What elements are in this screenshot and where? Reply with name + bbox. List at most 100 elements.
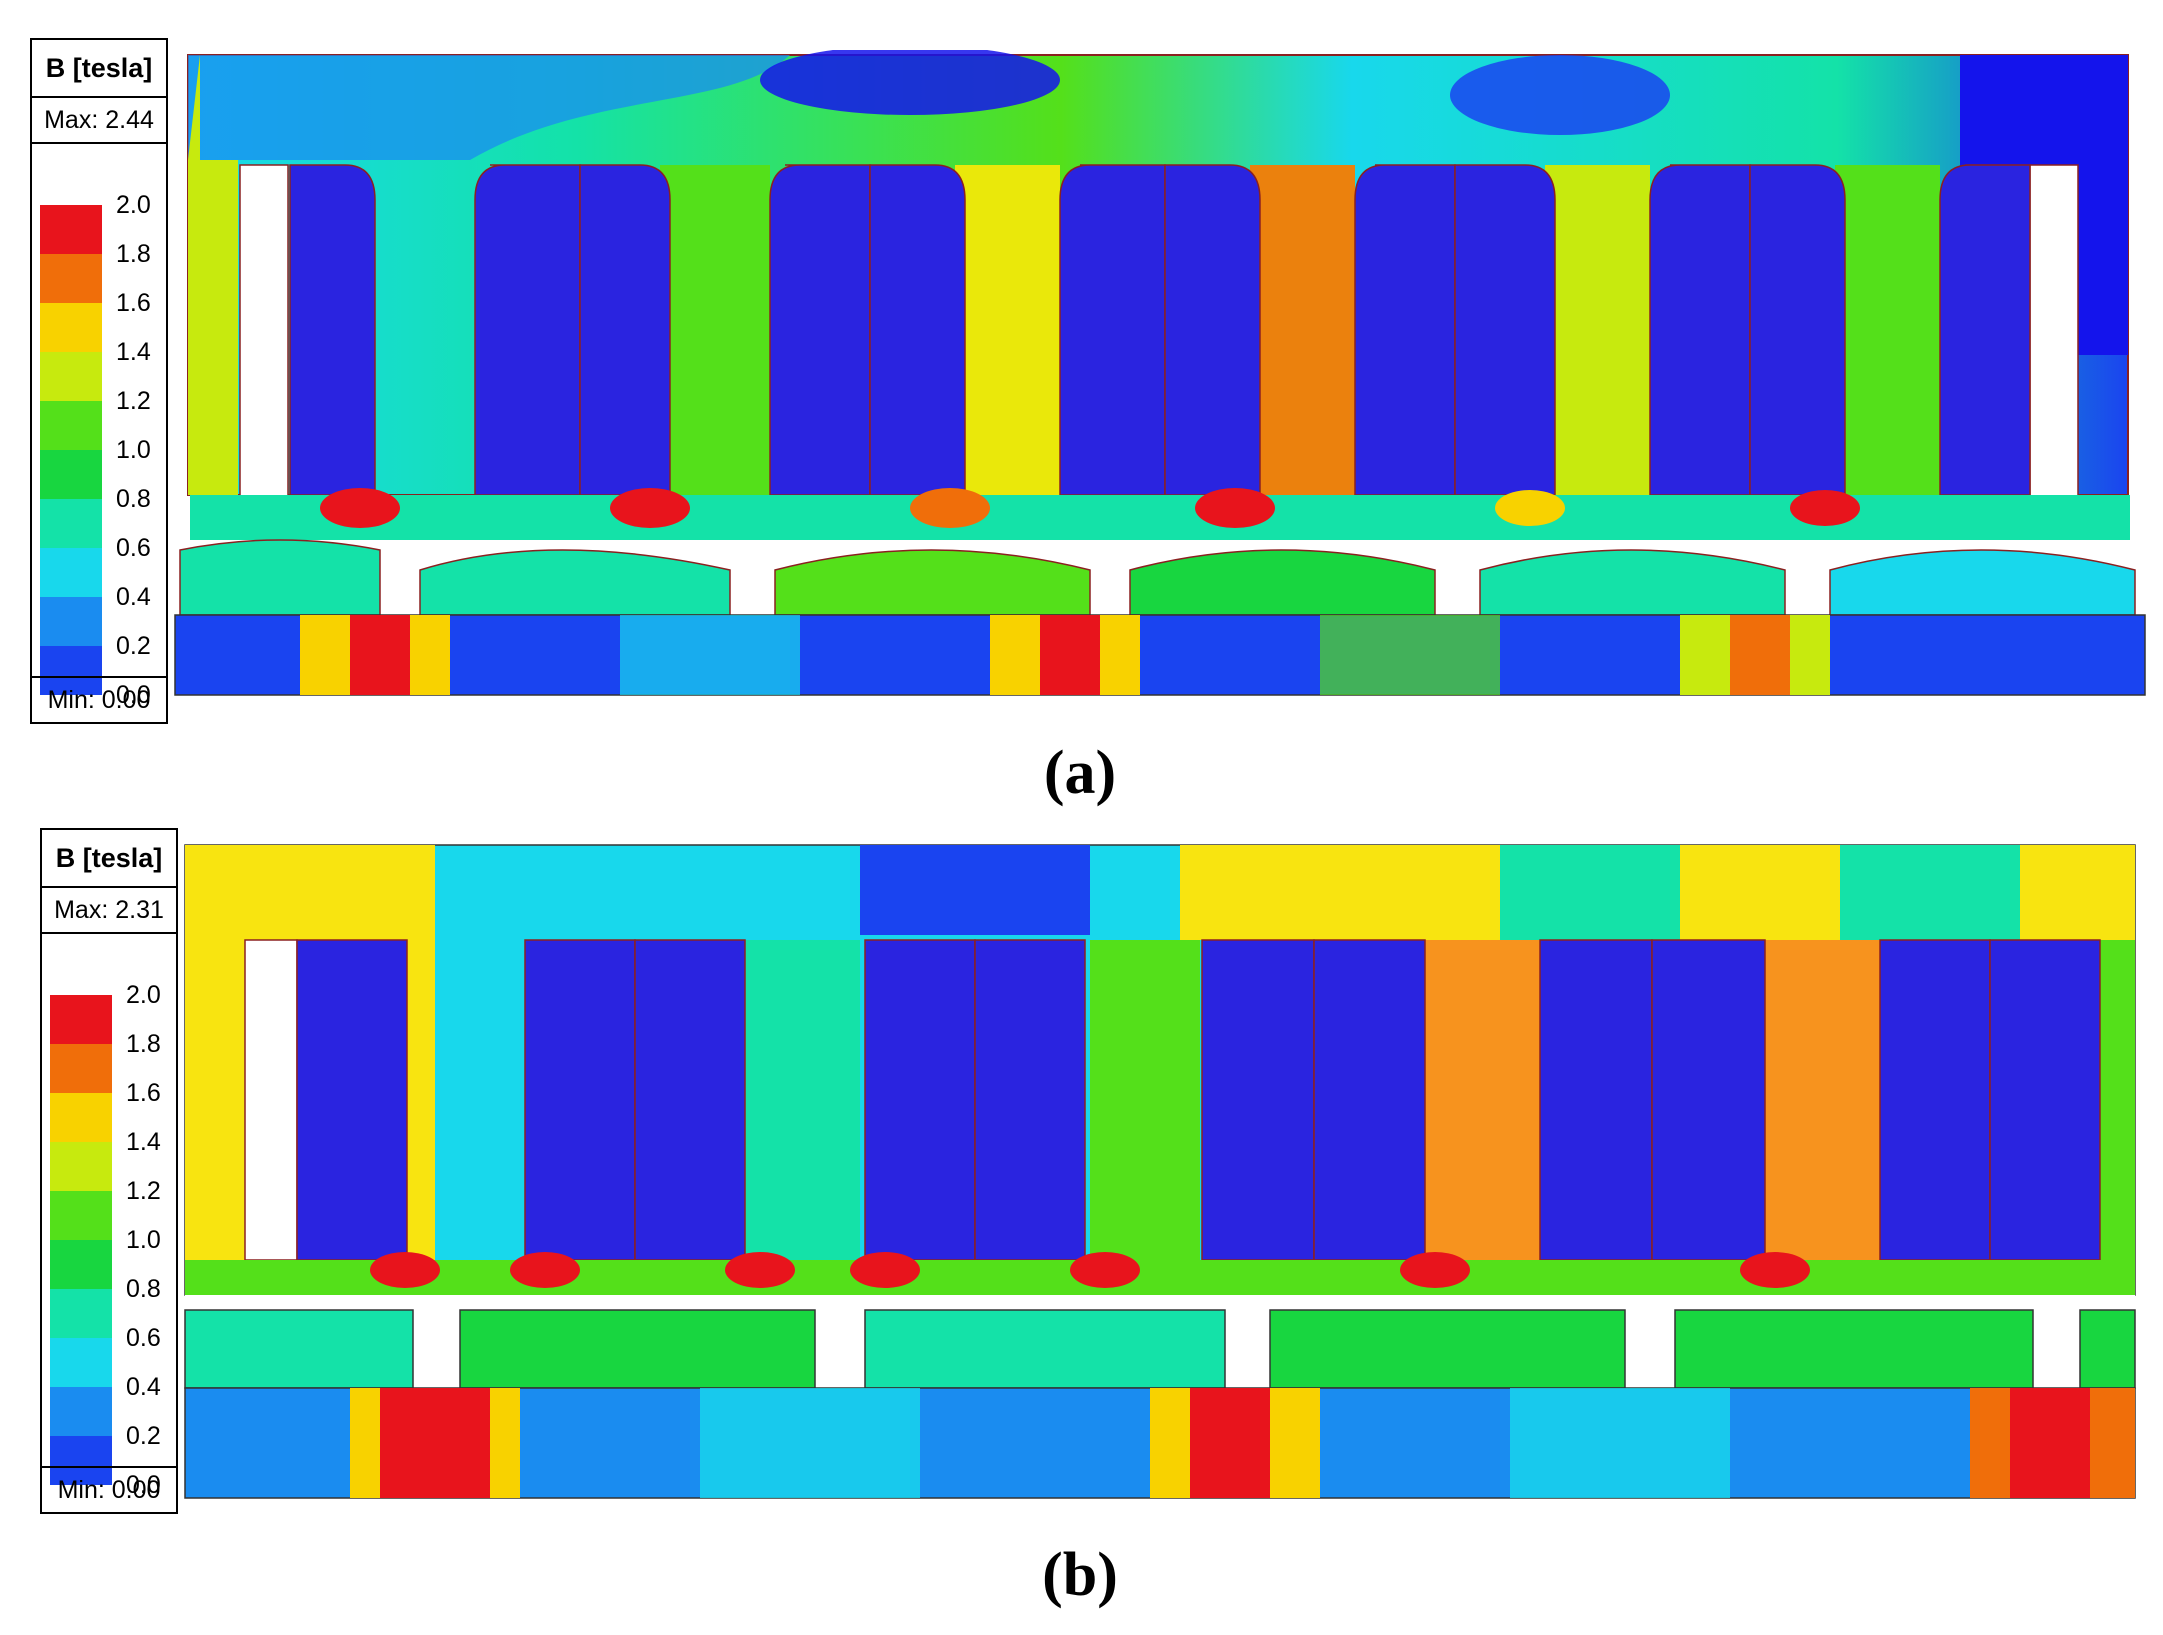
tick-label: 1.2 xyxy=(126,1177,161,1205)
coil xyxy=(296,939,408,1261)
field-region xyxy=(188,55,790,160)
field-region xyxy=(610,488,690,528)
stator-tooth xyxy=(1545,165,1650,495)
stator-tooth xyxy=(1835,165,1940,495)
flux-density-map-b xyxy=(184,844,2136,1499)
tick-label: 2.0 xyxy=(126,981,161,1009)
legend-max-value: Max: 2.31 xyxy=(42,888,176,934)
rotor-pole xyxy=(2079,1309,2136,1389)
color-swatch xyxy=(40,450,102,499)
colorbar-legend: B [tesla] Max: 2.44 2.0 1.8 1.6 1.4 1.2 … xyxy=(30,38,168,724)
field-region xyxy=(188,55,200,160)
color-swatch xyxy=(50,1044,112,1093)
color-swatch xyxy=(40,646,102,695)
color-swatch xyxy=(50,1387,112,1436)
field-region xyxy=(860,845,1090,935)
color-swatch xyxy=(40,352,102,401)
color-swatch xyxy=(50,1338,112,1387)
slot-opening xyxy=(185,1295,2135,1310)
tick-label: 0.6 xyxy=(116,534,151,562)
field-region xyxy=(1320,615,1500,695)
field-region xyxy=(850,1252,920,1288)
field-region xyxy=(1190,1388,1270,1498)
color-scale: 2.0 1.8 1.6 1.4 1.2 1.0 0.8 0.6 0.4 0.2 … xyxy=(40,165,164,708)
coil xyxy=(474,164,581,496)
coil xyxy=(1651,939,1766,1261)
field-region xyxy=(1450,55,1670,135)
tick-label: 0.6 xyxy=(126,1324,161,1352)
coil xyxy=(579,164,671,496)
tick-label: 1.6 xyxy=(126,1079,161,1107)
stator-tooth xyxy=(1425,940,1540,1270)
stator-tooth xyxy=(955,165,1060,495)
tick-label: 0.0 xyxy=(116,681,151,709)
coil xyxy=(1879,939,1991,1261)
field-region xyxy=(1090,940,1200,1295)
field-region xyxy=(380,1388,490,1498)
tick-label: 0.4 xyxy=(116,583,151,611)
color-swatch xyxy=(40,499,102,548)
field-region xyxy=(1400,1252,1470,1288)
field-region xyxy=(370,1252,440,1288)
legend-max-value: Max: 2.44 xyxy=(32,98,166,144)
colorbar-legend: B [tesla] Max: 2.31 2.0 1.8 1.6 1.4 1.2 … xyxy=(40,828,178,1514)
tick-label: 1.0 xyxy=(126,1226,161,1254)
color-swatch xyxy=(40,548,102,597)
panel-a: B [tesla] Max: 2.44 2.0 1.8 1.6 1.4 1.2 … xyxy=(0,0,2163,807)
legend-title: B [tesla] xyxy=(32,40,166,98)
color-swatch xyxy=(40,205,102,254)
tick-label: 1.6 xyxy=(116,289,151,317)
flux-density-map-a xyxy=(174,50,2146,696)
color-swatch xyxy=(40,303,102,352)
legend-title: B [tesla] xyxy=(42,830,176,888)
tick-label: 0.0 xyxy=(126,1471,161,1499)
field-region xyxy=(700,1388,920,1498)
tick-label: 1.4 xyxy=(116,338,151,366)
field-region xyxy=(910,488,990,528)
rotor-pole xyxy=(1479,549,1786,616)
rotor-pole xyxy=(1674,1309,2034,1389)
field-region xyxy=(620,615,800,695)
field-region xyxy=(760,50,1060,115)
coil xyxy=(1059,164,1166,496)
field-region xyxy=(1500,845,1680,940)
stator-tooth xyxy=(1765,940,1880,1270)
tick-label: 1.0 xyxy=(116,436,151,464)
color-scale: 2.0 1.8 1.6 1.4 1.2 1.0 0.8 0.6 0.4 0.2 … xyxy=(50,955,174,1498)
color-swatch xyxy=(50,1093,112,1142)
rotor-pole xyxy=(184,1309,414,1389)
coil xyxy=(864,939,976,1261)
panel-b: B [tesla] Max: 2.31 2.0 1.8 1.6 1.4 1.2 … xyxy=(0,790,2163,1635)
rotor-pole xyxy=(1269,1309,1626,1389)
panel-caption: (b) xyxy=(1042,1541,1118,1609)
coil xyxy=(1539,939,1653,1261)
color-swatch xyxy=(50,1289,112,1338)
tick-label: 1.2 xyxy=(116,387,151,415)
rotor-pole xyxy=(774,549,1091,616)
field-region xyxy=(1070,1252,1140,1288)
panel-caption: (a) xyxy=(1043,739,1117,807)
field-region xyxy=(320,488,400,528)
rotor-pole xyxy=(459,1309,816,1389)
color-swatch xyxy=(40,597,102,646)
field-region xyxy=(1790,490,1860,526)
rotor-back-iron xyxy=(174,614,2146,696)
coil xyxy=(769,164,871,496)
coil xyxy=(524,939,636,1261)
tick-label: 0.4 xyxy=(126,1373,161,1401)
coil xyxy=(289,164,376,496)
coil xyxy=(1201,939,1315,1261)
rotor-pole xyxy=(179,539,381,616)
field-region xyxy=(188,160,238,495)
color-swatch xyxy=(50,1191,112,1240)
coil xyxy=(1749,164,1846,496)
coil xyxy=(1164,164,1261,496)
field-region xyxy=(1840,845,2020,940)
rotor-pole xyxy=(1829,549,2136,616)
legend-min-value: Min: 0.00 xyxy=(32,676,166,722)
slot-gap xyxy=(2029,164,2079,501)
tick-label: 1.8 xyxy=(116,240,151,268)
coil xyxy=(1354,164,1456,496)
color-swatch xyxy=(50,1240,112,1289)
coil xyxy=(1989,939,2101,1261)
